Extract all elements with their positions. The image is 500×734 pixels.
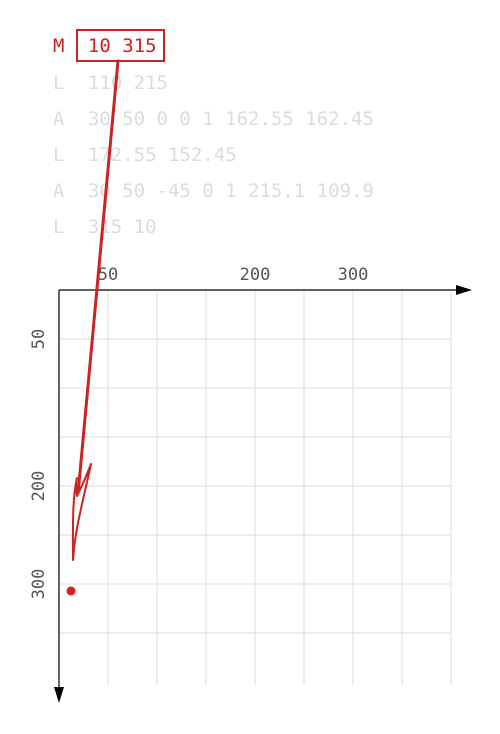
y-tick-label: 200: [29, 471, 49, 502]
command-args: 172.55 152.45: [88, 144, 237, 166]
command-op: A: [53, 108, 65, 130]
command-op: L: [53, 72, 64, 94]
command-op: L: [53, 216, 64, 238]
command-op: L: [53, 144, 64, 166]
command-args: 110 215: [88, 72, 168, 94]
command-line: M 10 315: [53, 35, 157, 57]
axes: [54, 285, 472, 703]
current-command-highlight: [76, 29, 165, 62]
x-tick-label: 200: [240, 265, 271, 285]
pointer-arrowhead-icon: [71, 463, 92, 561]
y-axis-arrow-icon: [54, 687, 64, 703]
y-tick-label: 50: [29, 329, 49, 349]
command-line: A 30 50 -45 0 1 215.1 109.9: [53, 180, 374, 202]
command-line: L 110 215: [53, 72, 168, 94]
x-tick-label: 300: [338, 265, 369, 285]
pointer-shaft: [75, 59, 120, 507]
command-args: 30 50 0 0 1 162.55 162.45: [88, 108, 374, 130]
command-line: L 315 10: [53, 216, 157, 238]
coordinate-grid: [59, 290, 452, 685]
path-command-list: M 10 315 L 110 215 A 30 50 0 0 1 162.55 …: [53, 29, 374, 238]
command-op: A: [53, 180, 65, 202]
command-args: 315 10: [88, 216, 157, 238]
y-tick-label: 300: [29, 569, 49, 600]
command-args: 30 50 -45 0 1 215.1 109.9: [88, 180, 374, 202]
x-tick-label: 50: [98, 265, 118, 285]
x-axis-arrow-icon: [456, 285, 472, 295]
current-point-marker: [66, 586, 76, 596]
command-pointer-arrow: [71, 59, 120, 561]
command-op: M: [53, 35, 64, 57]
command-args: 10 315: [88, 35, 157, 57]
command-line: A 30 50 0 0 1 162.55 162.45: [53, 108, 374, 130]
command-line: L 172.55 152.45: [53, 144, 237, 166]
tick-labels: 50 200 300 50 200 300: [29, 265, 368, 599]
